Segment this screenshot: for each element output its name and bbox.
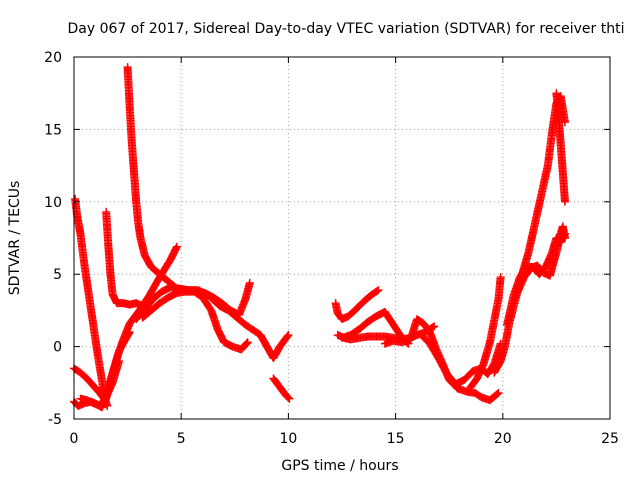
- series-track-12: [338, 307, 413, 348]
- series-track-9: [269, 374, 294, 403]
- y-tick-label: -5: [48, 412, 62, 428]
- x-tick-label: 15: [387, 431, 405, 447]
- x-tick-label: 10: [279, 431, 297, 447]
- data-point: [245, 278, 254, 287]
- data-point: [284, 393, 293, 402]
- x-axis-label: GPS time / hours: [281, 458, 398, 474]
- plot-frame: [73, 56, 611, 420]
- series-track-7: [132, 278, 254, 324]
- y-axis-label: SDTVAR / TECUs: [7, 181, 23, 296]
- data-point: [430, 322, 439, 331]
- data-point: [243, 338, 252, 347]
- y-tick-label: 15: [44, 122, 62, 138]
- data-point: [242, 339, 251, 348]
- data-point: [374, 286, 383, 295]
- series-track-1: [71, 194, 112, 410]
- y-tick-label: 10: [44, 195, 62, 211]
- series-track-18: [513, 222, 569, 296]
- y-tick-label: 0: [53, 340, 62, 356]
- data-point: [560, 234, 569, 242]
- data-point: [283, 332, 292, 341]
- series-track-15: [466, 273, 505, 392]
- y-tick-label: 5: [53, 267, 62, 283]
- x-tick-label: 0: [70, 431, 79, 447]
- data-point: [496, 273, 505, 282]
- data-point: [373, 286, 382, 295]
- data-point: [284, 331, 293, 340]
- data-point: [428, 323, 437, 332]
- grid: [74, 57, 610, 419]
- data-point: [115, 357, 124, 366]
- data-point: [494, 388, 503, 397]
- y-tick-label: 20: [44, 50, 62, 66]
- series-track-5: [102, 207, 147, 311]
- data-points: [70, 63, 569, 412]
- data-point: [172, 242, 181, 251]
- series-track-10: [331, 286, 383, 324]
- data-point: [285, 394, 294, 403]
- x-tick-label: 5: [177, 431, 186, 447]
- x-tick-label: 25: [601, 431, 619, 447]
- axis-ticks: 0 5 10 15 20 25 -5 0 5 10 15 20: [44, 50, 619, 447]
- x-tick-label: 20: [494, 431, 512, 447]
- series-track-14: [417, 331, 505, 389]
- data-point: [560, 197, 569, 206]
- data-point: [493, 389, 502, 398]
- series-track-4: [76, 357, 124, 410]
- series-track-6: [123, 63, 293, 363]
- series-track-8: [138, 287, 252, 354]
- series-track-19: [552, 89, 569, 206]
- chart-title: Day 067 of 2017, Sidereal Day-to-day VTE…: [68, 21, 625, 37]
